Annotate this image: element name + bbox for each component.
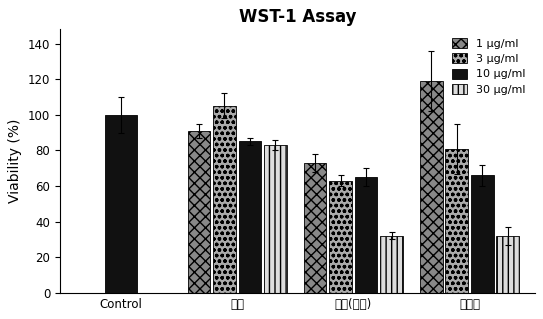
Bar: [213, 106, 236, 293]
Y-axis label: Viability (%): Viability (%): [8, 119, 22, 203]
Bar: [420, 81, 443, 293]
Bar: [238, 141, 261, 293]
Bar: [329, 181, 352, 293]
Bar: [380, 236, 403, 293]
Bar: [355, 177, 377, 293]
Bar: [445, 149, 468, 293]
Bar: [496, 236, 519, 293]
Bar: [264, 145, 287, 293]
Bar: [187, 131, 210, 293]
Title: WST-1 Assay: WST-1 Assay: [238, 8, 356, 26]
Bar: [105, 115, 136, 293]
Bar: [471, 175, 494, 293]
Bar: [304, 163, 326, 293]
Legend: 1 μg/ml, 3 μg/ml, 10 μg/ml, 30 μg/ml: 1 μg/ml, 3 μg/ml, 10 μg/ml, 30 μg/ml: [449, 35, 529, 98]
